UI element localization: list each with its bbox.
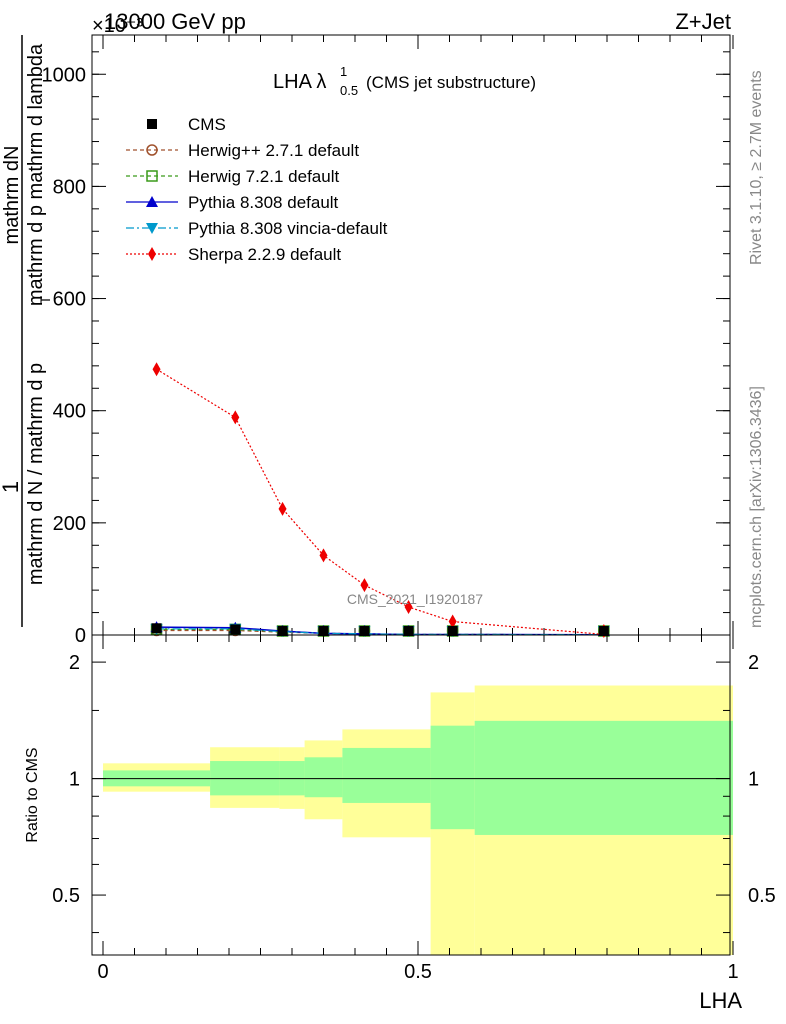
legend-entry-sherpa: Sherpa 2.2.9 default [126,245,341,264]
point-sherpa [152,362,161,377]
ratio-x-tick-label: 1 [727,961,738,983]
ratio-y-tick-label-right: 1 [748,769,759,791]
plot-title-main: LHA λ [273,71,326,93]
ratio-inner-band [430,725,475,830]
ratio-y-tick-label: 1 [69,769,80,791]
main-y-tick-label: 600 [53,289,86,311]
ratio-y-tick-label: 2 [69,652,80,674]
legend: CMS Herwig++ 2.7.1 default Herwig 7.2.1 de… [126,115,388,264]
point-cms [151,623,162,634]
legend-label: Herwig++ 2.7.1 default [188,141,359,160]
legend-label: Pythia 8.308 default [188,193,339,212]
series-line-vincia [156,628,604,636]
ratio-x-tick-label: 0 [97,961,108,983]
ylabel-denominator: mathrm d N / mathrm d p [25,363,47,585]
legend-marker [146,223,158,234]
legend-label: Herwig 7.2.1 default [188,167,339,186]
point-sherpa [360,578,369,593]
point-sherpa [278,501,287,516]
ratio-bands [103,685,733,955]
exponent-label: ×10⁻³ [92,15,143,37]
plot-title: LHA λ 1 0.5 (CMS jet substructure) [273,64,536,98]
point-sherpa [231,410,240,425]
point-cms [230,624,241,635]
ratio-y-tick-label-right: 2 [748,652,759,674]
legend-entry-pythia: Pythia 8.308 default [126,193,339,212]
ratio-y-tick-label-right: 0.5 [748,885,776,907]
legend-label: CMS [188,115,226,134]
ratio-frame [91,634,731,956]
ratio-y-label: Ratio to CMS [24,747,41,842]
legend-marker [146,144,158,156]
series-line-sherpa [156,368,604,636]
legend-label: Pythia 8.308 vincia-default [188,219,388,238]
plot-title-note: (CMS jet substructure) [366,73,536,92]
ratio-inner-band [304,757,343,798]
main-y-tick-label: 1000 [42,64,87,86]
main-y-tick-label: 800 [53,176,86,198]
legend-entry-vincia: Pythia 8.308 vincia-default [126,219,388,238]
rivet-label: Rivet 3.1.10, ≥ 2.7M events [748,70,765,265]
ratio-panel: 0.5 0.51 12 2 0 0.5 1 Ratio to CMS LHA [24,634,776,1013]
plot-title-sub: 0.5 [340,83,358,98]
point-sherpa [404,599,413,614]
ylabel-numerator-dn: mathrm dN [1,146,23,245]
ratio-inner-band [474,720,733,835]
series-cms [151,623,609,636]
main-series-group [150,362,610,638]
main-y-tick-label: 400 [53,401,86,423]
point-cms [447,626,458,636]
x-axis-label: LHA [699,988,742,1013]
main-y-tick-label: 200 [53,513,86,535]
process-label: Z+Jet [675,9,731,34]
ratio-y-axis: 0.5 0.5 1 1 2 2 [52,652,776,934]
watermark: CMS_2021_I1920187 [347,591,483,607]
point-cms [277,626,288,636]
legend-entry-herwig7: Herwig 7.2.1 default [126,167,339,186]
ratio-x-tick-label: 0.5 [404,961,432,983]
plot-title-sup: 1 [340,64,347,79]
point-cms [359,626,370,636]
legend-entry-cms: CMS [147,115,226,134]
main-y-label: 1 mathrm d N / mathrm d p mathrm dN math… [0,35,53,627]
point-cms [318,626,329,636]
mcplots-label: mcplots.cern.ch [arXiv:1306.3436] [748,386,765,628]
point-sherpa [319,548,328,563]
energy-label: 13000 GeV pp [104,9,246,34]
point-cms [403,626,414,636]
ratio-y-tick-label: 0.5 [52,885,80,907]
legend-marker [146,170,158,182]
ratio-inner-band [342,747,431,803]
legend-label: Sherpa 2.2.9 default [188,245,341,264]
legend-marker [147,119,157,129]
main-panel: 0 200 400 600 800 1000 CMS_2021_I1920187 [42,34,734,647]
ratio-x-axis: 0 0.5 1 [97,635,739,983]
legend-marker [148,247,156,261]
ylabel-inner-denominator: mathrm d p mathrm d lambda [25,43,47,306]
main-y-tick-label: 0 [75,625,86,647]
legend-marker [146,196,158,207]
point-cms [598,626,609,636]
point-sherpa [448,614,457,629]
main-y-axis: 0 200 400 600 800 1000 [42,35,734,647]
ylabel-subscript-t: T [37,295,53,304]
legend-entry-herwigpp: Herwig++ 2.7.1 default [126,141,359,160]
ylabel-numerator-one: 1 [0,481,23,493]
